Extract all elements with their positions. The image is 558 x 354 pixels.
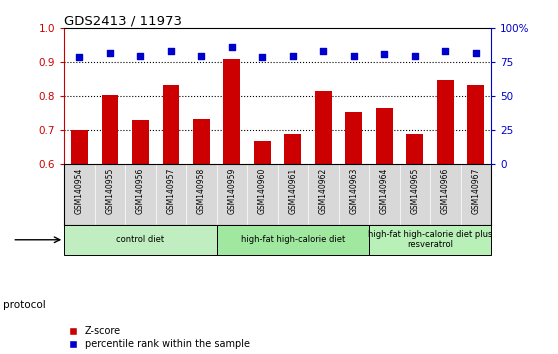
Point bbox=[105, 50, 114, 56]
Bar bbox=[162, 85, 179, 164]
Legend: Z-score, percentile rank within the sample: Z-score, percentile rank within the samp… bbox=[69, 326, 249, 349]
Point bbox=[349, 53, 358, 58]
Text: GSM140959: GSM140959 bbox=[227, 167, 237, 214]
Text: GSM140966: GSM140966 bbox=[441, 167, 450, 214]
Bar bbox=[285, 135, 301, 164]
Text: GSM140954: GSM140954 bbox=[75, 167, 84, 214]
Text: GSM140965: GSM140965 bbox=[410, 167, 419, 214]
Point bbox=[410, 53, 419, 58]
Bar bbox=[64, 225, 217, 255]
Bar bbox=[345, 112, 362, 164]
Point bbox=[258, 54, 267, 60]
Bar bbox=[406, 135, 423, 164]
Point bbox=[380, 51, 389, 57]
Bar bbox=[217, 225, 369, 255]
Point bbox=[228, 45, 237, 50]
Point bbox=[75, 54, 84, 60]
Bar bbox=[376, 108, 393, 164]
Bar bbox=[468, 85, 484, 164]
Point bbox=[136, 53, 145, 58]
Bar bbox=[254, 141, 271, 164]
Text: GDS2413 / 11973: GDS2413 / 11973 bbox=[64, 14, 182, 27]
Bar bbox=[102, 95, 118, 164]
Text: GSM140955: GSM140955 bbox=[105, 167, 114, 214]
Text: GSM140956: GSM140956 bbox=[136, 167, 145, 214]
Text: protocol: protocol bbox=[3, 300, 46, 310]
Text: GSM140961: GSM140961 bbox=[288, 167, 297, 213]
Bar bbox=[369, 225, 491, 255]
Bar bbox=[193, 119, 210, 164]
Text: GSM140960: GSM140960 bbox=[258, 167, 267, 214]
Text: GSM140958: GSM140958 bbox=[197, 167, 206, 213]
Point bbox=[472, 50, 480, 56]
Point bbox=[197, 53, 206, 58]
Bar bbox=[437, 80, 454, 164]
Point bbox=[166, 48, 175, 54]
Text: GSM140967: GSM140967 bbox=[472, 167, 480, 214]
Text: GSM140964: GSM140964 bbox=[380, 167, 389, 214]
Bar bbox=[71, 130, 88, 164]
Text: GSM140957: GSM140957 bbox=[166, 167, 175, 214]
Bar bbox=[132, 120, 149, 164]
Point bbox=[288, 53, 297, 58]
Bar bbox=[315, 91, 331, 164]
Point bbox=[319, 48, 328, 54]
Text: control diet: control diet bbox=[116, 235, 165, 244]
Text: high-fat high-calorie diet plus
resveratrol: high-fat high-calorie diet plus resverat… bbox=[368, 230, 492, 250]
Bar bbox=[224, 59, 240, 164]
Text: GSM140962: GSM140962 bbox=[319, 167, 328, 213]
Text: GSM140963: GSM140963 bbox=[349, 167, 358, 214]
Text: high-fat high-calorie diet: high-fat high-calorie diet bbox=[240, 235, 345, 244]
Point bbox=[441, 48, 450, 54]
